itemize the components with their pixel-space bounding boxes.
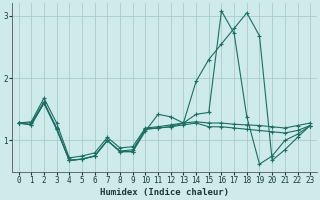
X-axis label: Humidex (Indice chaleur): Humidex (Indice chaleur) xyxy=(100,188,229,197)
